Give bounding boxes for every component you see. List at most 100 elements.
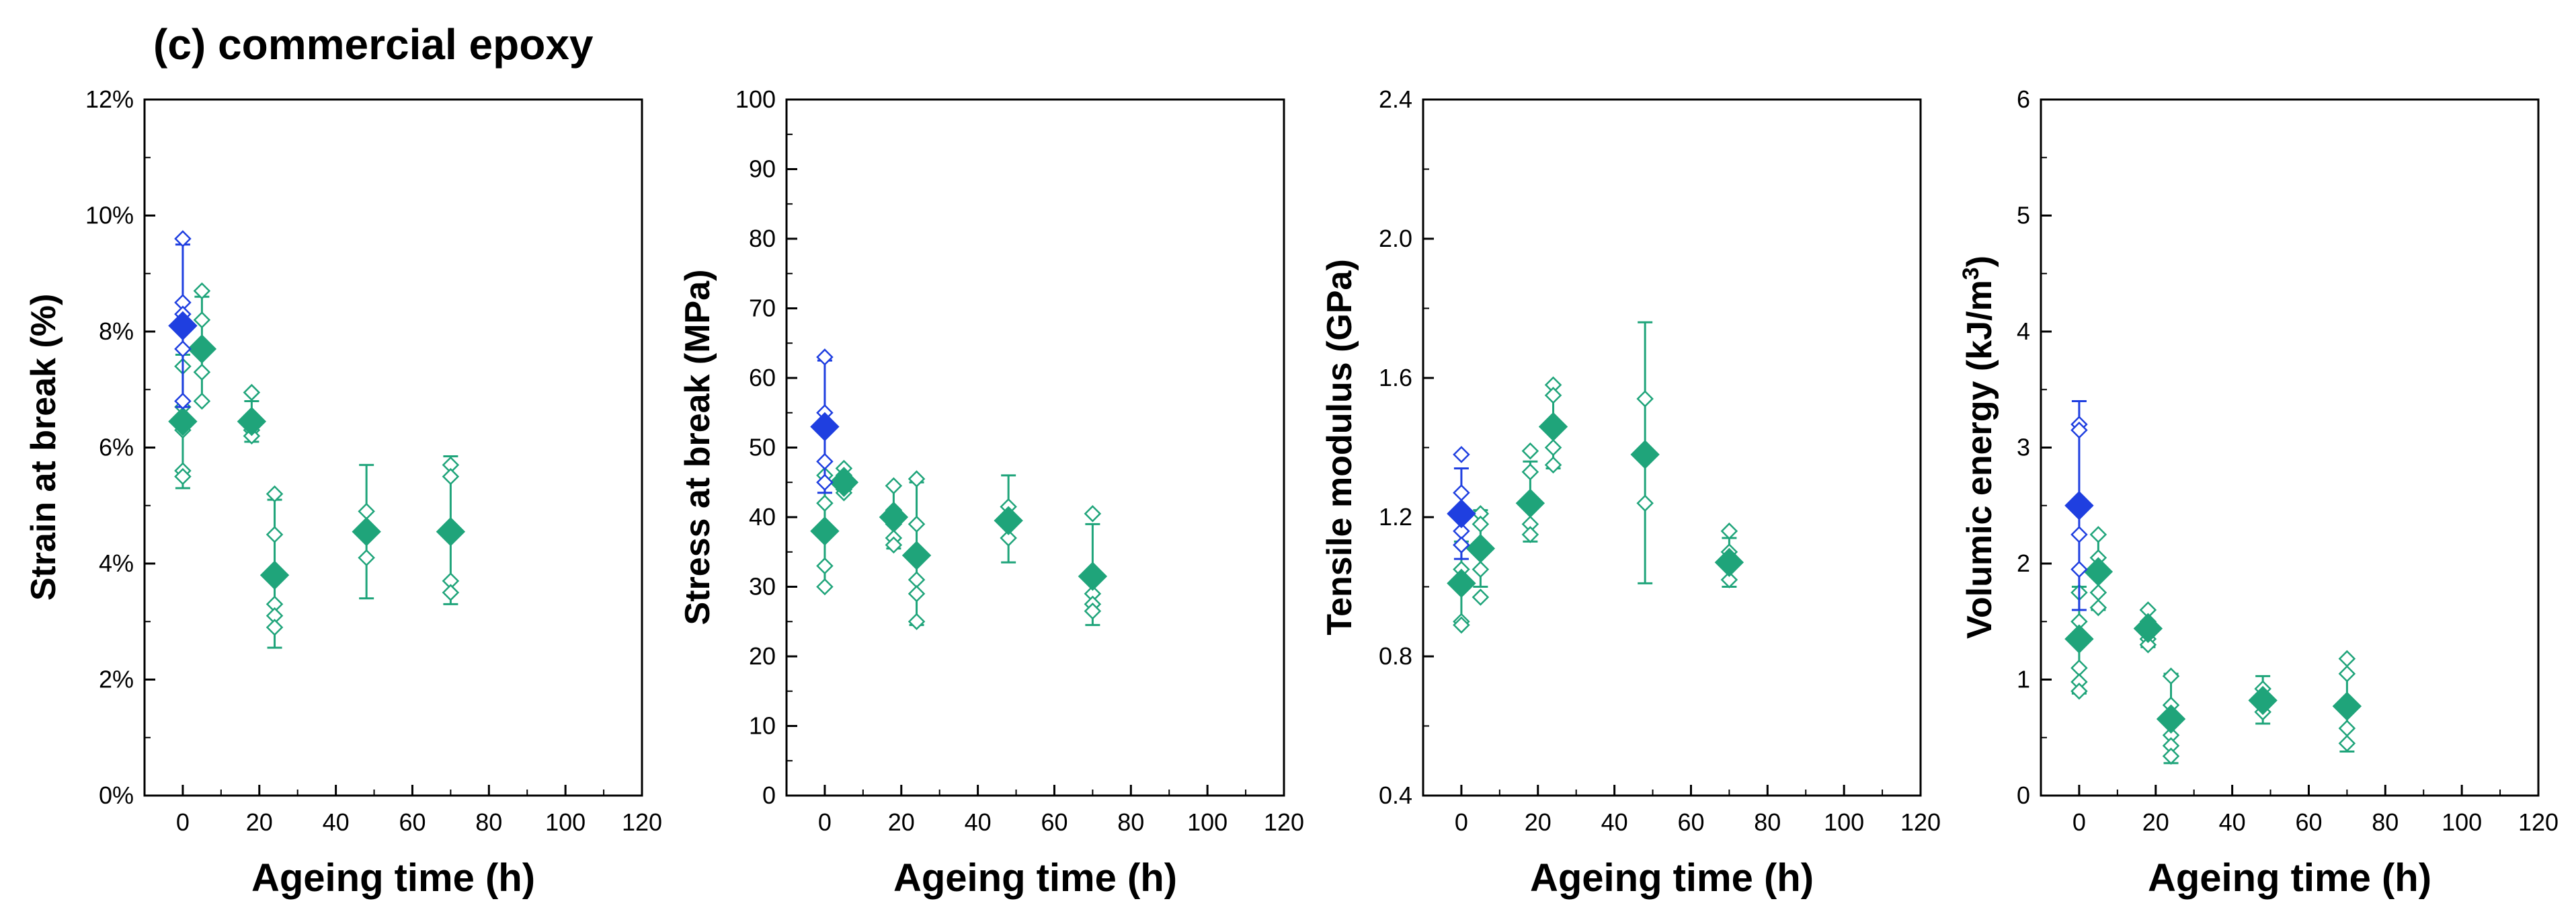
y-tick-label: 1.2 [1379,503,1412,531]
figure-title: (c) commercial epoxy [153,20,594,69]
mean-point [2156,704,2186,734]
y-tick-label: 4% [99,549,134,577]
plot-frame [785,98,1285,797]
mean-point [1630,440,1660,469]
sample-point [2338,665,2356,683]
mean-point [829,467,859,497]
sample-point [1636,494,1654,512]
mean-point [259,560,290,590]
sample-point [2338,650,2356,668]
y-axis-label-superscript: 3 [1958,267,1984,280]
mean-point [1714,547,1744,577]
sample-point [2070,659,2088,677]
data-marks [168,230,466,649]
x-axis-label: Ageing time (h) [893,856,1177,900]
sample-point [1453,616,1470,634]
y-axis-ticks: 0 10 20 30 40 50 60 70 80 90 100 [735,85,797,809]
y-tick-label: 1.6 [1379,364,1412,391]
sample-point [1720,571,1738,588]
sample-point [174,392,192,410]
y-tick-label: 30 [749,573,776,601]
mean-point [237,406,267,436]
x-tick-label: 20 [246,808,273,836]
sample-point [1453,484,1470,502]
mean-point [168,406,198,436]
y-tick-label: 12% [85,85,134,113]
y-tick-label: 1 [2017,666,2030,693]
x-axis-label: Ageing time (h) [2148,856,2431,900]
x-tick-label: 80 [1117,808,1144,836]
mean-point [1078,562,1108,591]
y-tick-label: 0 [2017,781,2030,809]
panel-strain: 0% 2% 4% 6% 8% 10% 12% 0 20 40 60 80 100 120 Ageing … [24,85,662,900]
sample-point [1084,602,1102,620]
x-tick-label: 120 [1264,808,1304,836]
sample-point [885,536,903,554]
y-axis-ticks: 0 1 2 3 4 5 6 [2017,85,2052,809]
x-tick-label: 0 [2072,808,2086,836]
mean-point [1515,488,1545,518]
data-marks [1447,321,1744,634]
sample-point [193,363,211,381]
x-axis-ticks: 0 20 40 60 80 100 120 [818,785,1304,836]
sample-point [2162,667,2180,685]
x-tick-label: 60 [2295,808,2322,836]
x-axis-label: Ageing time (h) [251,856,535,900]
mean-point [187,334,217,364]
x-tick-label: 40 [1601,808,1628,836]
y-tick-label: 100 [735,85,776,113]
mean-point [352,516,381,547]
y-tick-label: 40 [749,503,776,531]
x-tick-label: 80 [2372,808,2399,836]
y-axis-label-close: ) [1960,256,1999,267]
x-axis-ticks: 0 20 40 60 80 100 120 [176,785,662,836]
y-tick-label: 3 [2017,434,2030,461]
plot-frame [1422,98,1922,797]
sample-point [1453,446,1470,463]
x-tick-label: 60 [1677,808,1704,836]
y-tick-label: 10 [749,712,776,740]
sample-point [1000,529,1017,547]
mean-point [1447,568,1476,599]
sample-point [1720,522,1738,540]
mean-point [1538,412,1568,442]
mean-point [1465,533,1496,564]
x-tick-label: 100 [545,808,586,836]
sample-point [2070,526,2088,543]
x-tick-label: 20 [2142,808,2169,836]
x-axis-label: Ageing time (h) [1530,856,1814,900]
sample-point [2162,747,2180,765]
sample-point [442,584,460,601]
sample-point [816,348,834,366]
x-tick-label: 20 [888,808,915,836]
sample-point [2338,720,2356,737]
sample-point [908,571,926,588]
sample-point [908,585,926,603]
mean-point [436,516,466,547]
sample-point [816,494,834,512]
sample-point [2089,526,2107,543]
data-marks [810,348,1108,631]
sample-point [1544,387,1562,404]
y-tick-label: 70 [749,295,776,322]
sample-point [2338,734,2356,753]
mean-point [2332,691,2362,721]
sample-point [1472,588,1490,606]
y-axis-label: Volumic energy (kJ/m3) [1958,256,1999,639]
sample-point [266,485,284,503]
mean-point [1447,499,1476,529]
y-tick-label: 2 [2017,549,2030,577]
sample-point [1521,442,1539,460]
sample-point [174,340,192,358]
sample-point [2089,584,2107,601]
y-tick-label: 6 [2017,85,2030,113]
x-tick-label: 20 [1525,808,1552,836]
mean-point [810,412,840,442]
sample-point [2089,599,2107,617]
mean-point [879,502,909,532]
sample-point [358,502,375,521]
sample-point [193,311,211,329]
y-axis-ticks: 0.4 0.8 1.2 1.6 2.0 2.4 [1379,85,1434,809]
sample-point [358,549,375,567]
